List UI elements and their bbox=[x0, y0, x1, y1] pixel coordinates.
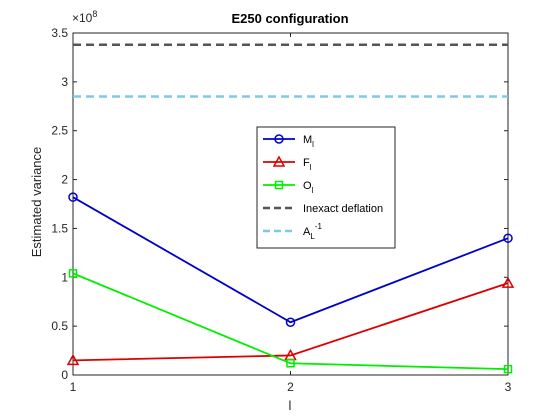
y-tick-label: 3 bbox=[61, 75, 68, 89]
reference-lines bbox=[73, 43, 508, 98]
x-tick-label: 3 bbox=[505, 380, 512, 394]
legend-label: AL-1 bbox=[303, 222, 322, 241]
legend-label: Ol bbox=[303, 180, 314, 195]
data-point bbox=[286, 359, 295, 368]
series-layer bbox=[66, 192, 515, 374]
x-tick-label: 1 bbox=[70, 380, 77, 394]
y-tick-label: 2 bbox=[61, 173, 68, 187]
y-tick-label: 1.5 bbox=[51, 221, 68, 235]
data-point bbox=[68, 192, 78, 202]
legend: Ml Fl Ol Inexact deflation AL-1 bbox=[256, 126, 396, 249]
series-line bbox=[72, 272, 509, 371]
legend-label: Ml bbox=[303, 134, 314, 149]
chart-title: E250 configuration bbox=[231, 11, 348, 26]
y-tick-label: 0 bbox=[61, 368, 68, 382]
y-tick-label: 3.5 bbox=[51, 26, 68, 40]
series-line bbox=[72, 282, 509, 362]
data-point bbox=[503, 233, 513, 243]
legend-box bbox=[256, 126, 396, 249]
y-axis-ticks: 0 0.5 1 1.5 2 2.5 3 3.5 bbox=[51, 26, 508, 382]
data-point bbox=[285, 317, 296, 327]
legend-label: Fl bbox=[303, 157, 312, 172]
x-axis-title: l bbox=[289, 398, 292, 413]
data-point bbox=[68, 269, 78, 278]
data-point bbox=[501, 276, 515, 288]
legend-label: Inexact deflation bbox=[303, 203, 383, 215]
data-point bbox=[274, 134, 284, 144]
data-point bbox=[66, 353, 80, 366]
y-tick-label: 0.5 bbox=[51, 319, 68, 333]
x-tick-label: 2 bbox=[287, 380, 294, 394]
y-tick-label: 2.5 bbox=[51, 124, 68, 138]
data-point bbox=[503, 364, 513, 374]
y-axis-exponent: ×108 bbox=[72, 9, 97, 25]
y-tick-label: 1 bbox=[61, 270, 68, 284]
series-line bbox=[72, 196, 509, 324]
data-point bbox=[274, 180, 284, 190]
data-point bbox=[272, 155, 286, 167]
y-axis-title: Estimated variance bbox=[29, 147, 44, 258]
